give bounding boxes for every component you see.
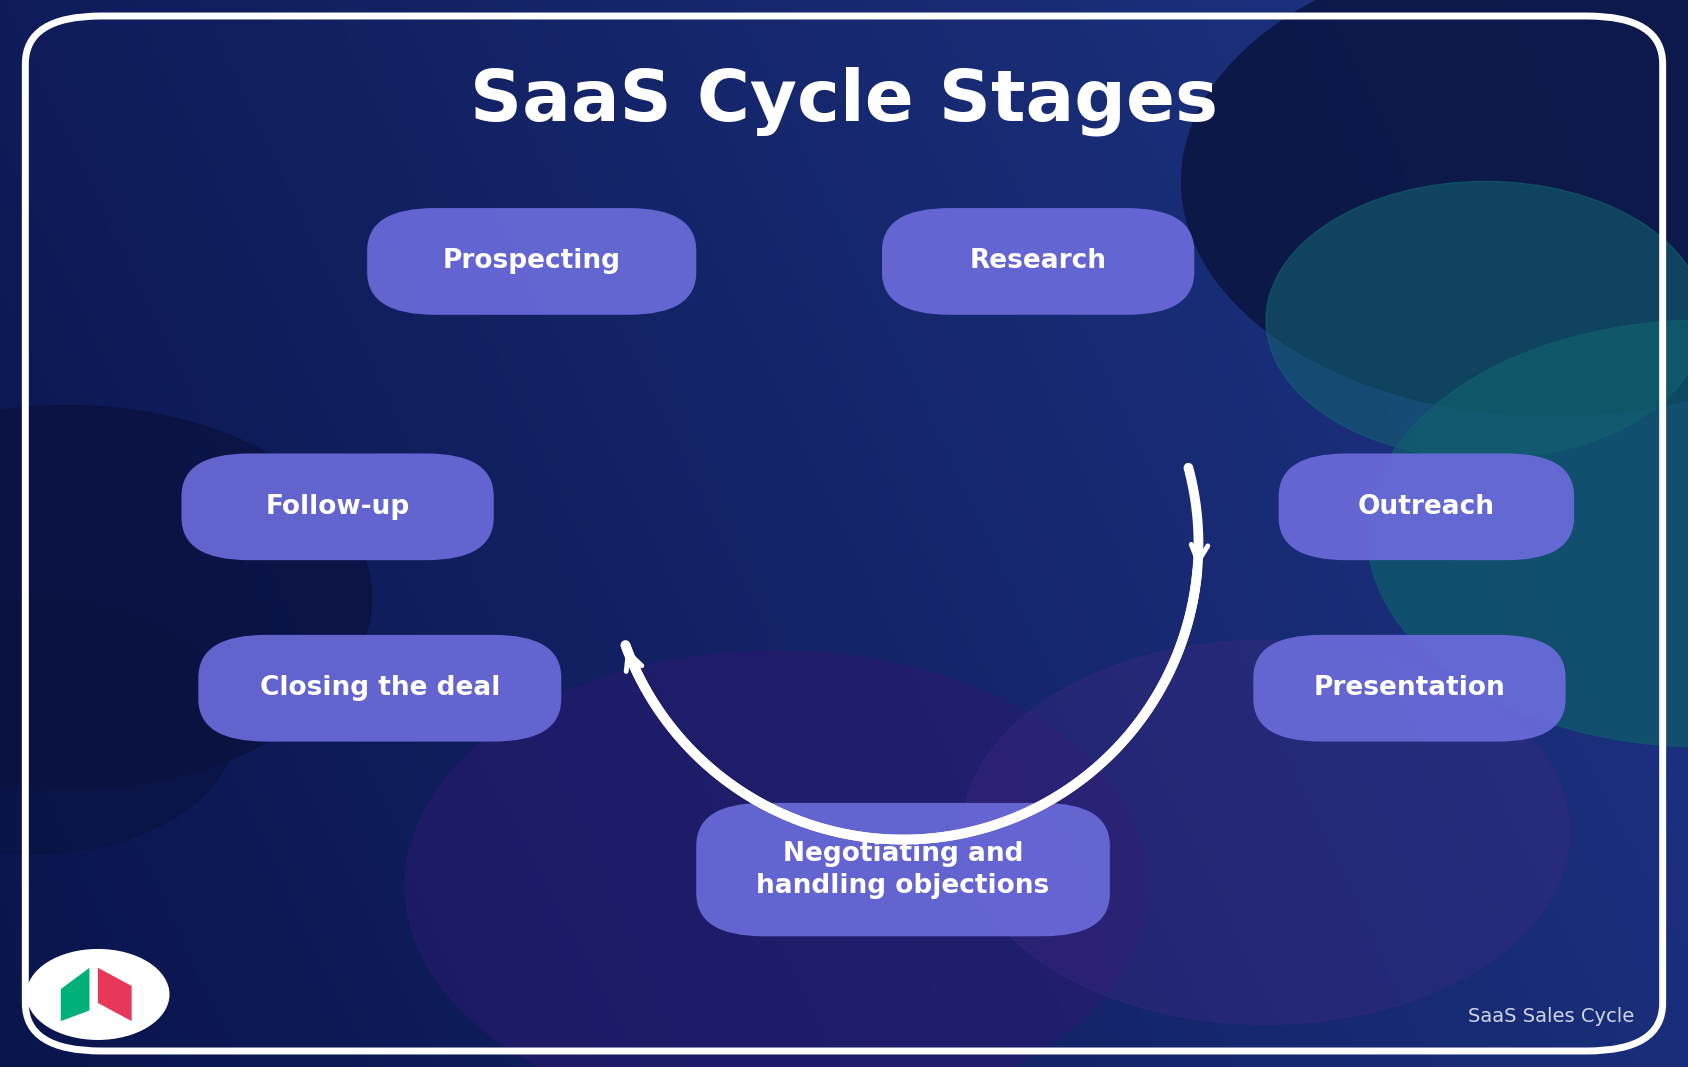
Text: Negotiating and
handling objections: Negotiating and handling objections (756, 841, 1050, 898)
FancyBboxPatch shape (366, 208, 695, 315)
Text: Follow-up: Follow-up (265, 494, 410, 520)
FancyBboxPatch shape (199, 635, 560, 742)
Circle shape (962, 640, 1570, 1024)
Text: Research: Research (969, 249, 1107, 274)
FancyBboxPatch shape (881, 208, 1193, 315)
Text: Prospecting: Prospecting (442, 249, 621, 274)
FancyBboxPatch shape (1252, 635, 1565, 742)
FancyBboxPatch shape (182, 453, 493, 560)
Text: SaaS Sales Cycle: SaaS Sales Cycle (1469, 1007, 1634, 1026)
Circle shape (1367, 320, 1688, 747)
Polygon shape (61, 968, 89, 1021)
Circle shape (0, 598, 236, 854)
Circle shape (0, 405, 371, 790)
Polygon shape (98, 968, 132, 1021)
Text: Closing the deal: Closing the deal (260, 675, 500, 701)
Circle shape (405, 651, 1148, 1067)
Circle shape (27, 950, 169, 1039)
Circle shape (1266, 181, 1688, 459)
Circle shape (1182, 0, 1688, 416)
Text: Presentation: Presentation (1313, 675, 1506, 701)
FancyBboxPatch shape (1280, 453, 1573, 560)
Text: Outreach: Outreach (1357, 494, 1496, 520)
Text: SaaS Cycle Stages: SaaS Cycle Stages (469, 66, 1219, 137)
FancyBboxPatch shape (695, 802, 1111, 937)
